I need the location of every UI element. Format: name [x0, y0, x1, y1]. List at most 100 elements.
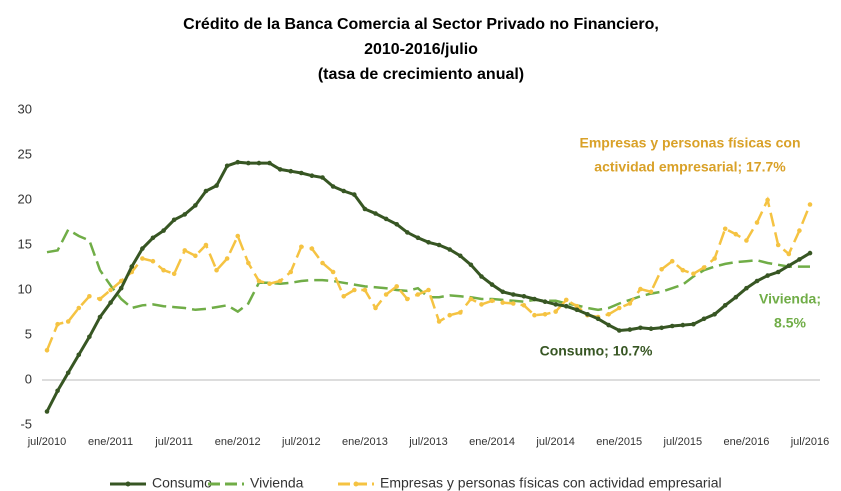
data-point [129, 264, 135, 269]
series-line [45, 196, 812, 351]
data-point [108, 300, 113, 305]
data-point [171, 271, 177, 277]
data-point [352, 192, 357, 197]
x-tick-label: ene/2014 [469, 436, 515, 448]
data-point [733, 231, 739, 237]
data-point [246, 160, 251, 166]
annotation: 8.5% [774, 315, 806, 331]
data-point [638, 286, 643, 292]
data-point [150, 235, 156, 241]
data-point [87, 294, 92, 299]
data-point [765, 273, 770, 278]
data-point [553, 302, 558, 307]
data-point [214, 267, 219, 273]
data-point [182, 248, 188, 253]
data-point [563, 303, 569, 309]
data-point [754, 278, 760, 284]
data-point [267, 281, 272, 287]
data-point [426, 240, 431, 245]
annotation: Vivienda; [759, 291, 821, 307]
data-point [246, 260, 251, 266]
data-point [214, 183, 219, 188]
data-point [691, 321, 696, 327]
data-point [267, 160, 272, 166]
data-point [383, 292, 389, 297]
data-point [616, 305, 622, 311]
data-point [193, 253, 198, 259]
data-point [256, 278, 262, 284]
data-point [648, 289, 654, 295]
data-point [235, 233, 241, 239]
data-point [140, 256, 145, 261]
data-point [595, 316, 601, 322]
data-point [65, 370, 71, 376]
data-point [140, 246, 145, 251]
x-tick-label: jul/2013 [408, 436, 448, 448]
data-point [235, 159, 241, 165]
data-point [150, 258, 156, 264]
data-point [436, 319, 442, 324]
data-point [669, 323, 675, 329]
data-point [775, 269, 781, 275]
data-point [277, 278, 283, 284]
data-point [288, 168, 294, 174]
data-point [55, 388, 60, 394]
data-point [341, 294, 347, 299]
data-point [97, 314, 103, 320]
data-point [797, 257, 802, 262]
data-point [479, 274, 484, 279]
data-point [542, 312, 548, 317]
data-point [616, 328, 622, 333]
data-point [510, 301, 516, 306]
data-point [807, 250, 813, 256]
data-point [563, 297, 569, 303]
data-point [457, 253, 463, 259]
data-point [76, 305, 82, 311]
legend-marker [125, 481, 131, 487]
x-tick-label: ene/2013 [342, 436, 388, 448]
data-point [532, 296, 537, 302]
legend-label: Consumo [152, 475, 212, 491]
x-tick-label: ene/2016 [723, 436, 769, 448]
legend-marker [353, 481, 359, 487]
data-point [193, 203, 198, 208]
data-point [383, 216, 389, 222]
legend-label: Empresas y personas físicas con activida… [380, 475, 722, 491]
data-point [479, 302, 484, 307]
data-point [330, 269, 336, 275]
data-point [659, 267, 664, 272]
data-point [786, 251, 792, 257]
data-point [97, 296, 103, 302]
data-point [712, 256, 717, 261]
annotation: Consumo; 10.7% [540, 343, 653, 359]
data-point [500, 289, 505, 295]
y-tick-label: 15 [18, 236, 32, 251]
data-point [701, 265, 707, 270]
data-point [542, 299, 548, 305]
data-point [362, 287, 368, 293]
data-point [627, 301, 633, 306]
data-point [680, 322, 686, 328]
data-point [108, 287, 113, 293]
y-tick-label: 10 [18, 281, 32, 296]
data-point [532, 312, 537, 318]
data-point [118, 278, 124, 284]
data-point [680, 267, 686, 273]
data-point [754, 220, 760, 225]
data-point [203, 242, 209, 248]
data-point [394, 284, 400, 289]
data-point [606, 312, 611, 317]
data-point [722, 226, 728, 232]
y-tick-label: -5 [20, 416, 32, 431]
data-point [405, 230, 410, 235]
data-point [182, 212, 188, 217]
data-point [457, 310, 463, 315]
x-tick-label: jul/2012 [281, 436, 321, 448]
y-tick-label: 5 [25, 326, 32, 341]
data-point [320, 175, 325, 180]
data-point [521, 303, 527, 308]
data-point [436, 242, 442, 248]
data-point [352, 287, 357, 293]
data-point [44, 409, 50, 414]
data-point [712, 312, 717, 317]
